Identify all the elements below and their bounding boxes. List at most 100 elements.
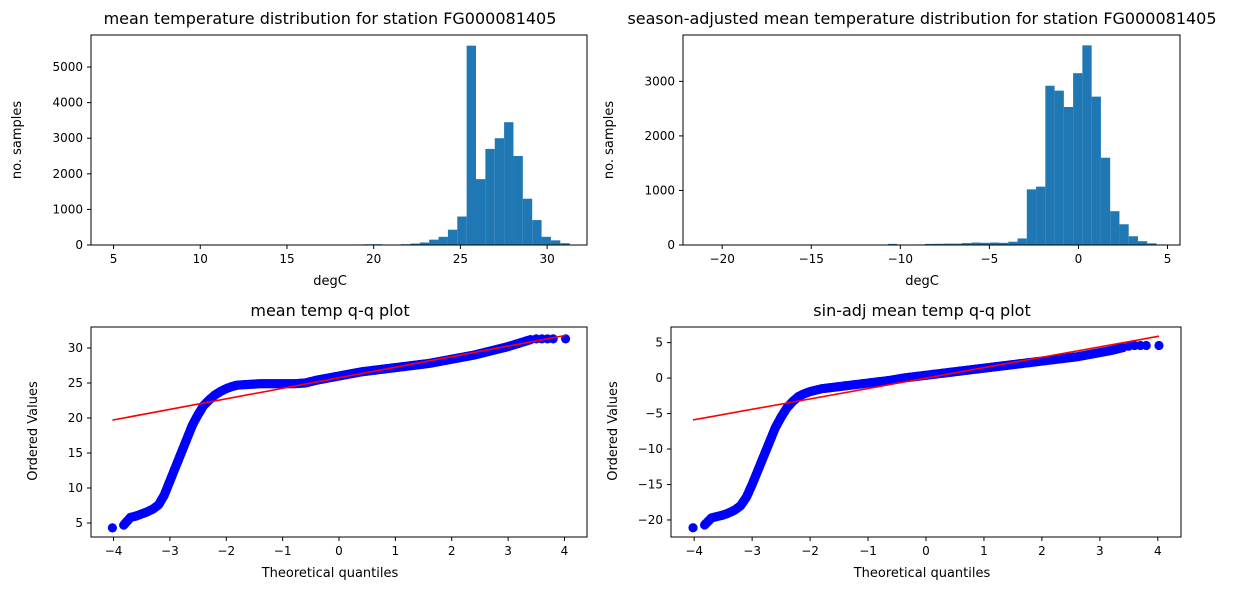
histogram-bar [1045,85,1055,246]
histogram-bar [476,179,486,245]
histogram-bar [961,243,972,245]
x-tick-label: −1 [274,544,292,558]
histogram-bar [438,236,448,245]
histogram-bar [887,243,898,245]
x-tick-label: −4 [105,544,123,558]
histogram-bar [1119,224,1129,245]
x-tick-label: 0 [335,544,343,558]
histogram-bar [447,229,458,245]
x-tick-label: −1 [859,544,877,558]
chart-title: season-adjusted mean temperature distrib… [627,9,1216,28]
x-tick-label: 5 [1164,252,1172,266]
histogram-bar [1137,241,1148,245]
histogram-bar [1054,90,1064,246]
x-tick-label: 0 [1075,252,1083,266]
y-tick-label: 0 [667,238,675,252]
histogram-bar [999,242,1009,245]
x-tick-label: −3 [161,544,179,558]
plot-area [702,45,1166,246]
y-tick-label: −5 [645,407,663,421]
y-axis-label: Ordered Values [26,381,41,481]
histogram-bar [1128,236,1138,245]
histogram-bar [532,220,542,245]
histogram-bar [419,242,430,245]
plot-area [688,335,1164,533]
y-axis-label: no. samples [10,101,25,179]
histogram-bar [429,239,439,245]
x-tick-label: 2 [1038,544,1046,558]
y-tick-label: 10 [68,481,83,495]
histogram-bar [1026,189,1037,245]
x-axis-label: Theoretical quantiles [853,566,991,581]
qq-point [107,523,118,533]
histogram-bar [971,242,981,245]
histogram-bar [980,242,990,245]
axes-frame [670,326,1182,538]
y-tick-label: 0 [655,371,663,385]
qq-plot-mean-temp: mean temp q-q plot Theoretical quantiles… [26,301,588,581]
y-tick-label: 3000 [644,74,675,88]
histogram-mean-temperature: mean temperature distribution for statio… [10,9,588,289]
histogram-bar [522,198,533,245]
qq-fit-line [692,335,1160,421]
histogram-bar [466,45,477,246]
histogram-bar [1147,243,1157,245]
histogram-season-adjusted: season-adjusted mean temperature distrib… [602,9,1217,289]
qq-plot-sin-adj-mean-temp: sin-adj mean temp q-q plot Theoretical q… [606,301,1182,581]
histogram-bar [1008,241,1018,245]
y-axis-label: Ordered Values [606,381,621,481]
histogram-bar [457,216,467,245]
y-axis-label: no. samples [602,101,617,179]
histogram-bar [494,138,505,245]
x-tick-label: 1 [980,544,988,558]
y-tick-label: 0 [75,238,83,252]
qq-point [1154,340,1164,351]
axes-frame [682,34,1181,246]
qq-fit-line [112,334,566,421]
x-tick-label: 25 [453,252,468,266]
y-tick-label: 1000 [52,202,83,216]
y-tick-label: 4000 [52,96,83,110]
x-tick-label: −2 [801,544,819,558]
y-tick-label: −10 [638,442,663,456]
histogram-bar [1082,45,1092,246]
histogram-bar [485,148,495,245]
x-tick-label: 4 [1154,544,1162,558]
qq-point [1141,340,1151,351]
histogram-bar [1073,73,1083,245]
y-tick-label: 3000 [52,131,83,145]
histogram-bar [504,122,514,245]
y-tick-label: 25 [68,376,83,390]
y-tick-label: 5 [655,336,663,350]
x-tick-label: −20 [710,252,735,266]
histogram-bar [560,243,570,245]
y-tick-label: 5 [75,516,83,530]
x-tick-label: −2 [217,544,235,558]
qq-point [688,523,698,533]
histogram-bar [1036,186,1046,245]
histogram-bar [550,240,561,245]
x-tick-label: 0 [922,544,930,558]
plot-area [101,45,570,246]
histogram-bar [943,243,953,245]
x-axis-label: degC [905,274,939,289]
y-tick-label: 2000 [52,167,83,181]
x-tick-label: 1 [392,544,400,558]
histogram-bar [952,243,962,245]
x-tick-label: 15 [279,252,294,266]
y-tick-label: 30 [68,341,83,355]
histogram-bar [1091,96,1101,246]
x-tick-label: −5 [981,252,999,266]
axes-frame [90,34,588,246]
y-tick-label: −15 [638,478,663,492]
histogram-bar [1017,238,1027,245]
x-axis-label: Theoretical quantiles [261,566,399,581]
x-tick-label: 30 [539,252,554,266]
plot-area [107,334,571,533]
histogram-bar [1110,211,1120,245]
x-tick-label: 20 [366,252,381,266]
histogram-bar [924,243,935,245]
x-tick-label: 4 [561,544,569,558]
x-tick-label: −15 [799,252,824,266]
x-tick-label: 10 [193,252,208,266]
